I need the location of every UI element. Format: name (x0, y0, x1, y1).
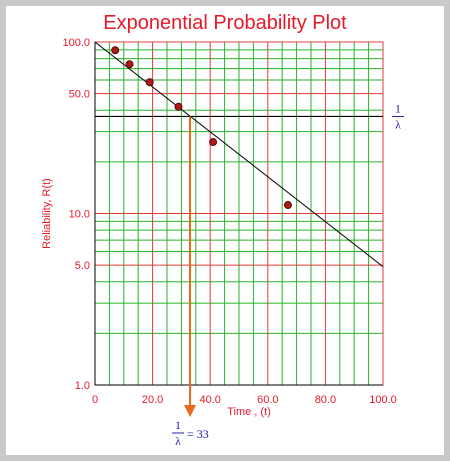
exponential-probability-plot: Exponential Probability Plot 0 20.0 40.0 60… (41, 12, 404, 448)
x-tick-label: 0 (92, 394, 98, 406)
data-point (145, 78, 154, 87)
fit-line (94, 41, 384, 268)
fit-line-group (94, 41, 384, 268)
mttf-annotations: 1 λ 1 λ = 33 (95, 101, 404, 448)
data-points (111, 46, 292, 210)
mttf-x-label-denominator: λ (175, 434, 181, 448)
data-point (174, 102, 183, 111)
mttf-arrow (184, 405, 197, 417)
data-point (283, 201, 292, 210)
chart-frame: Exponential Probability Plot 0 20.0 40.0 60… (6, 6, 444, 455)
x-tick-label: 60.0 (257, 394, 278, 406)
y-tick-label: 1.0 (75, 380, 90, 392)
chart-title: Exponential Probability Plot (103, 12, 347, 34)
data-point (125, 60, 134, 69)
y-tick-label: 100.0 (62, 37, 90, 49)
y-tick-label: 5.0 (75, 260, 90, 272)
y-tick-label: 10.0 (69, 209, 90, 221)
grid (95, 42, 383, 385)
mttf-y-label-numerator: 1 (395, 101, 401, 115)
data-point (111, 46, 120, 55)
mttf-x-label-value: = 33 (187, 427, 209, 441)
data-point (209, 138, 218, 147)
y-tick-label: 50.0 (69, 89, 90, 101)
axes: 0 20.0 40.0 60.0 80.0 100.0 1.0 5.0 10.0 50.0 100.… (62, 37, 396, 406)
x-tick-label: 20.0 (142, 394, 163, 406)
x-tick-label: 100.0 (369, 394, 397, 406)
mttf-x-label-numerator: 1 (175, 418, 181, 432)
x-axis-label: Time , (t) (227, 406, 271, 418)
x-tick-label: 40.0 (199, 394, 220, 406)
mttf-y-label-denominator: λ (395, 117, 401, 131)
x-tick-label: 80.0 (315, 394, 336, 406)
y-axis-label: Reliability, R(t) (41, 178, 53, 249)
